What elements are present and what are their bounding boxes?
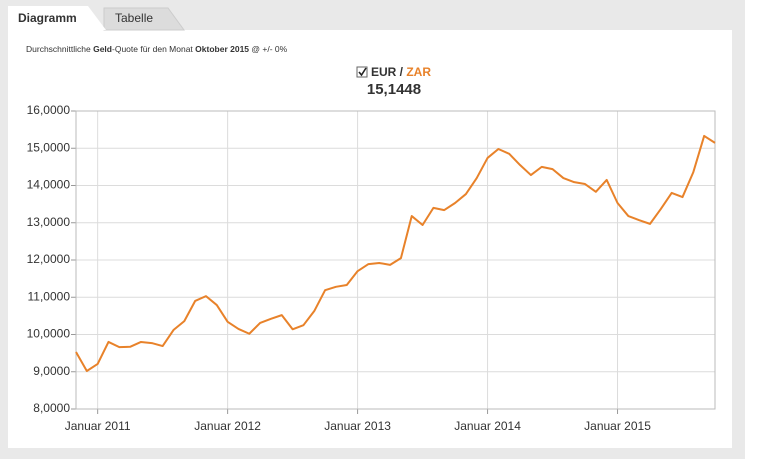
tab[interactable]: Tabelle [115,11,153,25]
subtitle-part: -Quote für den Monat [112,44,195,54]
subtitle-part: Oktober 2015 [195,44,249,54]
legend-label[interactable]: EUR / ZAR [371,65,431,79]
y-tick-label: 12,0000 [27,252,71,266]
y-tick-label: 10,0000 [27,327,71,341]
y-tick-label: 11,0000 [28,289,71,303]
subtitle-part: @ +/- 0% [249,44,288,54]
y-tick-label: 16,0000 [27,103,71,117]
tab[interactable]: Diagramm [18,11,77,25]
subtitle-part: Geld [93,44,112,54]
y-tick-label: 13,0000 [27,215,71,229]
panel [8,30,732,448]
y-tick-label: 14,0000 [27,178,71,192]
legend-checkbox[interactable] [356,66,368,78]
tab-bg-active[interactable] [8,6,106,30]
x-tick-label: Januar 2012 [194,419,261,433]
y-tick-label: 15,0000 [27,140,71,154]
y-tick-label: 9,0000 [33,364,70,378]
x-tick-label: Januar 2013 [324,419,391,433]
check [358,67,367,77]
tab-bg[interactable] [103,7,185,31]
subtitle-part: Durchschnittliche [26,44,93,54]
subtitle: Durchschnittliche Geld-Quote für den Mon… [26,44,288,54]
x-tick-label: Januar 2015 [584,419,651,433]
plot-border [75,110,716,410]
x-tick-label: Januar 2014 [454,419,521,433]
y-tick-label: 8,0000 [33,401,70,415]
current-value: 15,1448 [367,81,421,98]
data-line [75,134,716,372]
x-tick-label: Januar 2011 [65,419,131,433]
